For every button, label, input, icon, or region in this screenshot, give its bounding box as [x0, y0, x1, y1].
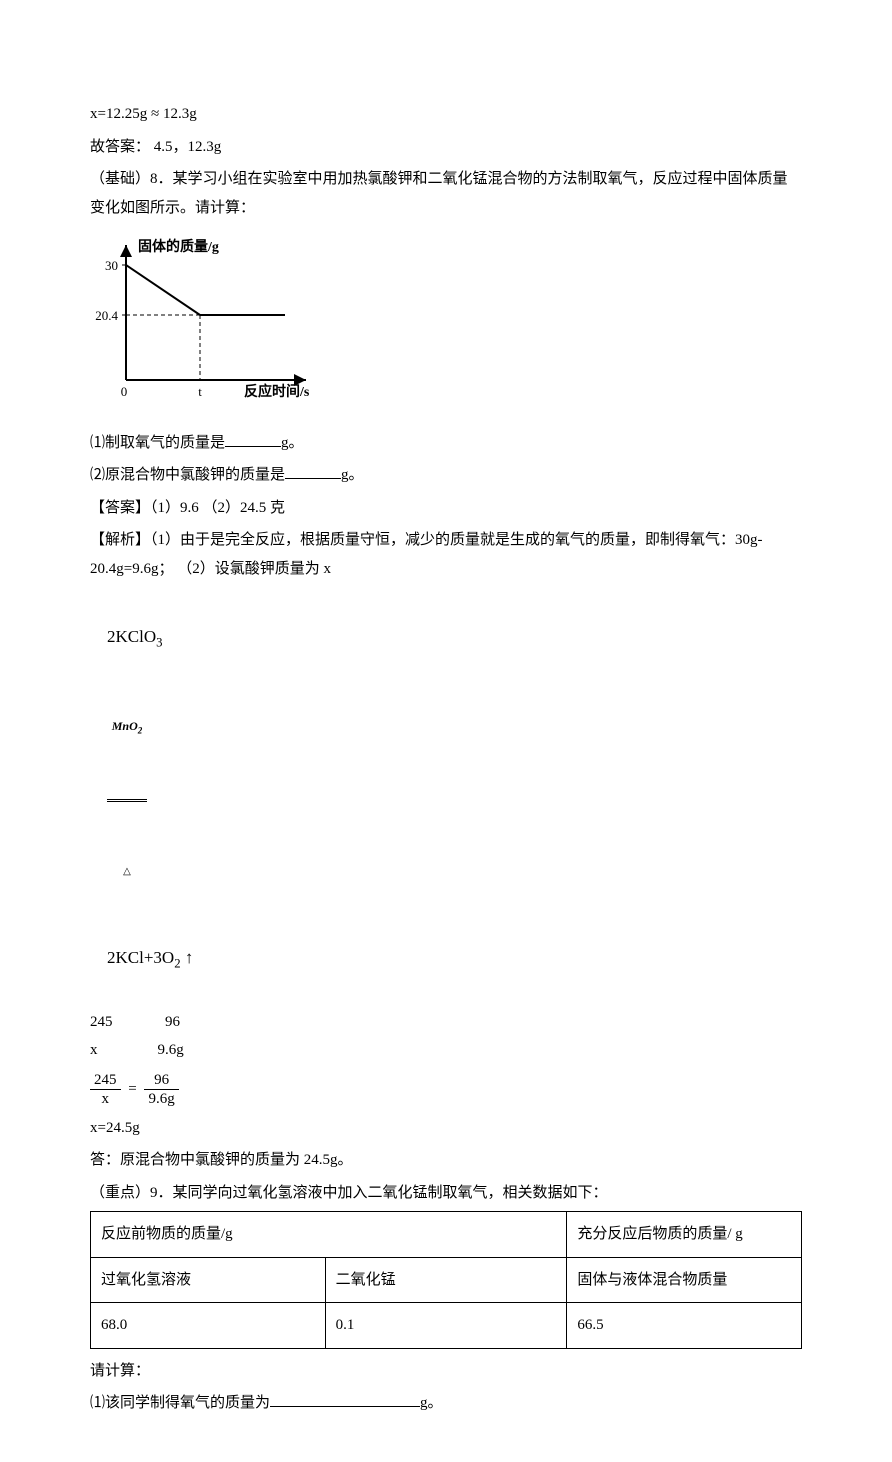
- frac-right-den: 9.6g: [144, 1090, 178, 1108]
- equals: =: [124, 1081, 140, 1097]
- table-cell: 68.0: [91, 1303, 326, 1349]
- q9-calc-text: 请计算：: [90, 1363, 150, 1379]
- table-cell: 固体与液体混合物质量: [567, 1257, 802, 1303]
- svg-text:反应时间/s: 反应时间/s: [244, 383, 310, 400]
- arrow-lines: [107, 799, 147, 802]
- reaction-equation-block: 2KClO3 MnO2 △ 2KCl+3O2 ↑ 245 96 x 9.6g: [90, 589, 802, 1065]
- q8-result-text: x=24.5g: [90, 1120, 140, 1136]
- product: 2KCl+3O2 ↑: [107, 948, 193, 967]
- stoich-row2: x 9.6g: [90, 1036, 802, 1065]
- svg-text:t: t: [198, 384, 202, 399]
- q8-answer: 【答案】（1）9.6 （2）24.5 克: [90, 494, 802, 523]
- blank-field: [225, 432, 281, 447]
- table-cell: 二氧化锰: [325, 1257, 567, 1303]
- q8-result: x=24.5g: [90, 1114, 802, 1143]
- q9-prompt: （重点）9．某同学向过氧化氢溶液中加入二氧化锰制取氧气，相关数据如下：: [90, 1179, 802, 1208]
- approx-equation: x=12.25g ≈ 12.3g: [90, 100, 802, 129]
- mass-time-chart-svg: 30 20.4 0 t 固体的质量/g 反应时间/s: [90, 230, 320, 400]
- fraction-left: 245 x: [90, 1071, 121, 1108]
- q8-sub1-unit: g。: [281, 435, 304, 451]
- svg-text:固体的质量/g: 固体的质量/g: [138, 238, 219, 255]
- table-cell: 反应前物质的质量/g: [91, 1212, 567, 1258]
- q8-final-text: 答：原混合物中氯酸钾的质量为 24.5g。: [90, 1152, 353, 1168]
- q8-answer-text: 【答案】（1）9.6 （2）24.5 克: [90, 500, 285, 516]
- q8-sub2-text: ⑵原混合物中氯酸钾的质量是: [90, 467, 285, 483]
- svg-text:20.4: 20.4: [95, 308, 118, 323]
- blank-field: [285, 464, 341, 479]
- catalyst: MnO2: [107, 720, 147, 735]
- reactant-formula: 2KClO: [107, 627, 156, 646]
- q9-calc-label: 请计算：: [90, 1357, 802, 1386]
- q9-data-table: 反应前物质的质量/g 充分反应后物质的质量/ g 过氧化氢溶液 二氧化锰 固体与…: [90, 1211, 802, 1349]
- table-cell: 过氧化氢溶液: [91, 1257, 326, 1303]
- heat-triangle-icon: △: [107, 867, 147, 877]
- frac-left-den: x: [90, 1090, 121, 1108]
- table-cell: 充分反应后物质的质量/ g: [567, 1212, 802, 1258]
- eq-x: x=12.25g ≈ 12.3g: [90, 106, 197, 122]
- q9-sub1-text: ⑴该同学制得氧气的质量为: [90, 1395, 270, 1411]
- stoich-a: 245: [90, 1014, 113, 1030]
- reactant: 2KClO3: [107, 627, 163, 646]
- q8-explain-text: 【解析】（1）由于是完全反应，根据质量守恒，减少的质量就是生成的氧气的质量，即制…: [90, 532, 763, 577]
- reaction-arrow-icon: MnO2 △: [107, 655, 147, 942]
- table-cell: 66.5: [567, 1303, 802, 1349]
- table-cell: 0.1: [325, 1303, 567, 1349]
- table-row: 68.0 0.1 66.5: [91, 1303, 802, 1349]
- q8-chart: 30 20.4 0 t 固体的质量/g 反应时间/s: [90, 230, 802, 411]
- table-row: 过氧化氢溶液 二氧化锰 固体与液体混合物质量: [91, 1257, 802, 1303]
- answer-text: 故答案： 4.5，12.3g: [90, 139, 221, 155]
- gas-arrow-up-icon: ↑: [181, 948, 194, 967]
- q9-text: （重点）9．某同学向过氧化氢溶液中加入二氧化锰制取氧气，相关数据如下：: [90, 1185, 608, 1201]
- product-formula: 2KCl+3O: [107, 948, 174, 967]
- stoich-row1: 245 96: [90, 1008, 802, 1037]
- reaction-line: 2KClO3 MnO2 △ 2KCl+3O2 ↑: [90, 589, 802, 1008]
- table-row: 反应前物质的质量/g 充分反应后物质的质量/ g: [91, 1212, 802, 1258]
- stoich-b: 96: [165, 1014, 180, 1030]
- catalyst-sub: 2: [138, 725, 143, 735]
- q8-sub2: ⑵原混合物中氯酸钾的质量是 g。: [90, 461, 802, 490]
- frac-right-num: 96: [144, 1071, 178, 1090]
- fraction-right: 96 9.6g: [144, 1071, 178, 1108]
- q8-sub1-text: ⑴制取氧气的质量是: [90, 435, 225, 451]
- proportion-equation: 245 x = 96 9.6g: [90, 1071, 802, 1108]
- reactant-sub: 3: [156, 636, 162, 650]
- q8-text: （基础）8．某学习小组在实验室中用加热氯酸钾和二氧化锰混合物的方法制取氧气，反应…: [90, 171, 788, 216]
- blank-field: [270, 1392, 420, 1407]
- frac-left-num: 245: [90, 1071, 121, 1090]
- stoich-c: x: [90, 1042, 98, 1058]
- stoich-d: 9.6g: [158, 1042, 184, 1058]
- q8-prompt: （基础）8．某学习小组在实验室中用加热氯酸钾和二氧化锰混合物的方法制取氧气，反应…: [90, 165, 802, 222]
- svg-text:30: 30: [105, 258, 118, 273]
- q9-sub1-unit: g。: [420, 1395, 443, 1411]
- q8-explain: 【解析】（1）由于是完全反应，根据质量守恒，减少的质量就是生成的氧气的质量，即制…: [90, 526, 802, 583]
- q8-sub2-unit: g。: [341, 467, 364, 483]
- q8-final-answer: 答：原混合物中氯酸钾的质量为 24.5g。: [90, 1146, 802, 1175]
- q9-sub1: ⑴该同学制得氧气的质量为 g。: [90, 1389, 802, 1418]
- catalyst-formula: MnO: [112, 719, 138, 733]
- answer-summary: 故答案： 4.5，12.3g: [90, 133, 802, 162]
- q8-sub1: ⑴制取氧气的质量是 g。: [90, 429, 802, 458]
- svg-text:0: 0: [121, 384, 128, 399]
